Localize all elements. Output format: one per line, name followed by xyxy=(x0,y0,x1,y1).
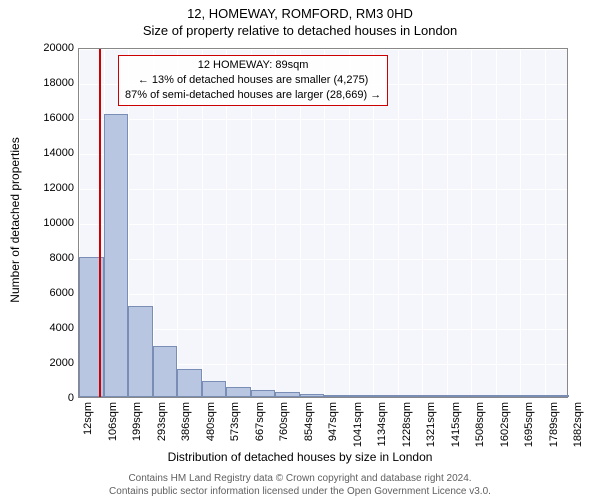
callout-box: 12 HOMEWAY: 89sqm ← 13% of detached hous… xyxy=(118,55,388,106)
y-tick-label: 12000 xyxy=(43,182,74,194)
grid-line xyxy=(422,49,423,397)
histogram-bar xyxy=(496,395,521,397)
histogram-bar xyxy=(202,381,227,397)
x-tick-label: 1695sqm xyxy=(523,402,535,447)
chart-container: 12, HOMEWAY, ROMFORD, RM3 0HD Size of pr… xyxy=(0,0,600,500)
x-tick-label: 1321sqm xyxy=(425,402,437,447)
histogram-bar xyxy=(177,369,202,397)
histogram-bar xyxy=(128,306,153,397)
callout-line: 87% of semi-detached houses are larger (… xyxy=(125,88,381,103)
grid-line xyxy=(496,49,497,397)
histogram-bar xyxy=(275,392,300,397)
x-tick-label: 1134sqm xyxy=(376,402,388,446)
histogram-bar xyxy=(153,346,178,397)
histogram-bar xyxy=(398,395,423,397)
grid-line xyxy=(398,49,399,397)
chart-title-sub: Size of property relative to detached ho… xyxy=(0,21,600,38)
histogram-bar xyxy=(447,395,472,397)
x-tick-label: 386sqm xyxy=(180,402,192,441)
histogram-bar xyxy=(471,395,496,397)
x-tick-label: 12sqm xyxy=(82,402,94,435)
y-tick-label: 2000 xyxy=(50,357,74,369)
histogram-bar xyxy=(104,114,129,398)
x-tick-label: 1415sqm xyxy=(450,402,462,447)
y-tick-label: 0 xyxy=(68,392,74,404)
grid-line xyxy=(569,49,570,397)
histogram-bar xyxy=(324,395,349,397)
x-tick-label: 480sqm xyxy=(205,402,217,441)
callout-line: 12 HOMEWAY: 89sqm xyxy=(125,58,381,73)
grid-line xyxy=(471,49,472,397)
x-tick-label: 106sqm xyxy=(107,402,119,441)
histogram-bar xyxy=(373,395,398,397)
callout-line: ← 13% of detached houses are smaller (4,… xyxy=(125,73,381,88)
x-tick-label: 947sqm xyxy=(327,402,339,441)
x-tick-label: 293sqm xyxy=(156,402,168,441)
grid-line xyxy=(447,49,448,397)
y-tick-label: 10000 xyxy=(43,217,74,229)
grid-line xyxy=(520,49,521,397)
x-tick-label: 199sqm xyxy=(131,402,143,441)
marker-line xyxy=(99,49,101,397)
histogram-bar xyxy=(520,395,545,397)
x-tick-label: 854sqm xyxy=(303,402,315,441)
x-tick-label: 760sqm xyxy=(278,402,290,441)
x-tick-label: 1508sqm xyxy=(474,402,486,447)
y-axis-label: Number of detached properties xyxy=(8,137,22,302)
footer-line: Contains public sector information licen… xyxy=(0,486,600,499)
x-tick-label: 1789sqm xyxy=(548,402,560,447)
grid-line xyxy=(79,399,567,400)
chart-title-main: 12, HOMEWAY, ROMFORD, RM3 0HD xyxy=(0,0,600,21)
footer-attribution: Contains HM Land Registry data © Crown c… xyxy=(0,473,600,498)
y-tick-label: 16000 xyxy=(43,112,74,124)
y-tick-label: 8000 xyxy=(50,252,74,264)
y-tick-label: 6000 xyxy=(50,287,74,299)
histogram-bar xyxy=(349,395,374,397)
x-tick-label: 1602sqm xyxy=(499,402,511,447)
y-tick-label: 4000 xyxy=(50,322,74,334)
grid-line xyxy=(545,49,546,397)
histogram-bar xyxy=(422,395,447,397)
histogram-bar xyxy=(545,395,570,397)
x-tick-label: 1228sqm xyxy=(401,402,413,447)
y-tick-label: 14000 xyxy=(43,147,74,159)
histogram-bar xyxy=(226,387,251,398)
x-tick-label: 667sqm xyxy=(254,402,266,441)
x-tick-label: 573sqm xyxy=(229,402,241,441)
footer-line: Contains HM Land Registry data © Crown c… xyxy=(0,473,600,486)
histogram-bar xyxy=(251,390,276,397)
histogram-bar xyxy=(300,394,325,398)
y-tick-label: 18000 xyxy=(43,77,74,89)
y-tick-label: 20000 xyxy=(43,42,74,54)
x-tick-label: 1882sqm xyxy=(572,402,584,447)
x-axis-label: Distribution of detached houses by size … xyxy=(0,450,600,464)
x-tick-label: 1041sqm xyxy=(352,402,364,447)
